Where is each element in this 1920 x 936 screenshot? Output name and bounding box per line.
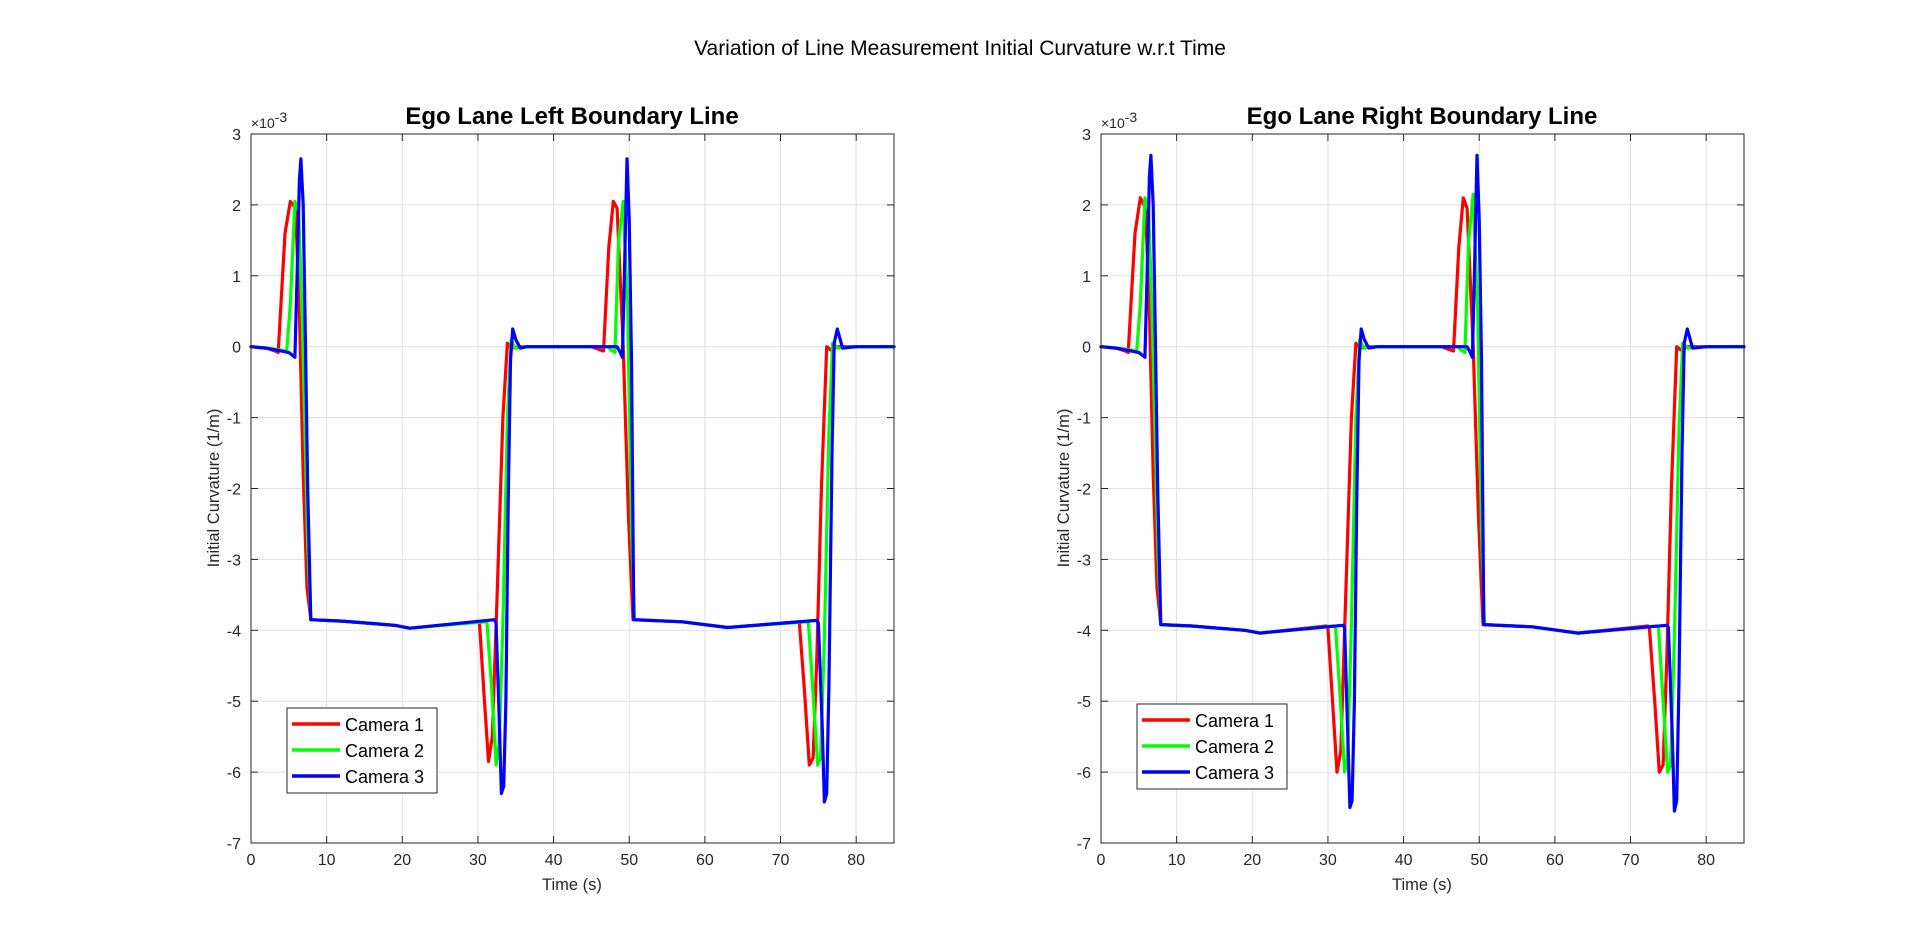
y-axis-label: Initial Curvature (1/m) [205,409,223,568]
x-tick-label: 40 [1395,852,1413,869]
x-tick-label: 80 [847,852,865,869]
y-tick-label: -5 [227,694,241,711]
series-line-camera-3 [1099,153,1746,813]
plot-title: Ego Lane Right Boundary Line [1247,103,1598,130]
tick-marks [250,133,894,844]
y-tick-label: -2 [227,482,241,499]
y-exponent-power: -3 [1125,109,1138,125]
legend-label-camera-1: Camera 1 [1195,711,1274,731]
y-tick-label: 1 [1082,269,1091,286]
y-tick-label: 3 [1082,127,1091,144]
x-tick-label: 60 [696,852,714,869]
y-axis-label: Initial Curvature (1/m) [1055,409,1073,568]
x-tick-labels: 0 10 20 30 40 50 60 70 80 [1097,852,1716,869]
x-tick-label: 0 [1097,852,1106,869]
legend: Camera 1 Camera 2 Camera 3 [1136,703,1288,790]
data-series [1099,153,1746,813]
y-tick-label: -6 [227,765,241,782]
y-tick-label: 2 [1082,198,1091,215]
y-exponent-base: ×10 [251,115,275,131]
y-tick-label: 0 [1082,340,1091,357]
y-tick-labels: -7 -6 -5 -4 -3 -2 -1 0 1 2 3 [1077,127,1091,853]
tick-marks [1100,133,1744,844]
y-tick-label: -1 [1077,411,1091,428]
y-tick-label: -1 [227,411,241,428]
x-axis-label: Time (s) [542,876,602,894]
legend-label-camera-1: Camera 1 [345,715,424,735]
y-tick-label: -3 [227,552,241,569]
y-axis-exponent: ×10-3 [251,109,287,131]
x-tick-label: 0 [247,852,256,869]
y-tick-label: -4 [227,623,241,640]
x-tick-label: 40 [545,852,563,869]
x-tick-label: 80 [1697,852,1715,869]
legend-label-camera-2: Camera 2 [1195,737,1274,757]
y-axis-exponent: ×10-3 [1101,109,1137,131]
legend-label-camera-3: Camera 3 [345,767,424,787]
y-tick-label: 1 [232,269,241,286]
y-tick-label: 3 [232,127,241,144]
x-tick-label: 10 [1168,852,1186,869]
y-tick-label: 0 [232,340,241,357]
plot-left-boundary: 0 10 20 30 40 50 60 70 80 -7 -6 -5 -4 -3 -2 -1 0 1 2 3 Ego… [205,103,896,894]
x-tick-label: 30 [469,852,487,869]
y-tick-label: -3 [1077,552,1091,569]
x-tick-label: 70 [772,852,790,869]
x-tick-label: 20 [393,852,411,869]
y-exponent-power: -3 [275,109,288,125]
x-tick-labels: 0 10 20 30 40 50 60 70 80 [247,852,866,869]
y-tick-label: -7 [227,836,241,853]
x-tick-label: 50 [1470,852,1488,869]
y-tick-label: -6 [1077,765,1091,782]
plot-right-boundary: 0 10 20 30 40 50 60 70 80 -7 -6 -5 -4 -3 -2 -1 0 1 2 3 Ego… [1055,103,1746,894]
figure-title: Variation of Line Measurement Initial Cu… [694,37,1226,60]
series-line-camera-3 [249,157,896,804]
y-tick-label: 2 [232,198,241,215]
x-tick-label: 60 [1546,852,1564,869]
x-tick-label: 30 [1319,852,1337,869]
x-tick-label: 20 [1243,852,1261,869]
plot-title: Ego Lane Left Boundary Line [405,103,738,130]
series-line-camera-2 [1099,192,1746,774]
y-tick-label: -4 [1077,623,1091,640]
y-tick-labels: -7 -6 -5 -4 -3 -2 -1 0 1 2 3 [227,127,241,853]
y-tick-label: -5 [1077,694,1091,711]
x-axis-label: Time (s) [1392,876,1452,894]
series-line-camera-2 [249,199,896,767]
y-tick-label: -7 [1077,836,1091,853]
data-series [249,157,896,804]
legend: Camera 1 Camera 2 Camera 3 [286,707,438,794]
x-tick-label: 50 [620,852,638,869]
legend-label-camera-2: Camera 2 [345,741,424,761]
y-exponent-base: ×10 [1101,115,1125,131]
x-tick-label: 10 [318,852,336,869]
x-tick-label: 70 [1622,852,1640,869]
legend-label-camera-3: Camera 3 [1195,763,1274,783]
y-tick-label: -2 [1077,482,1091,499]
